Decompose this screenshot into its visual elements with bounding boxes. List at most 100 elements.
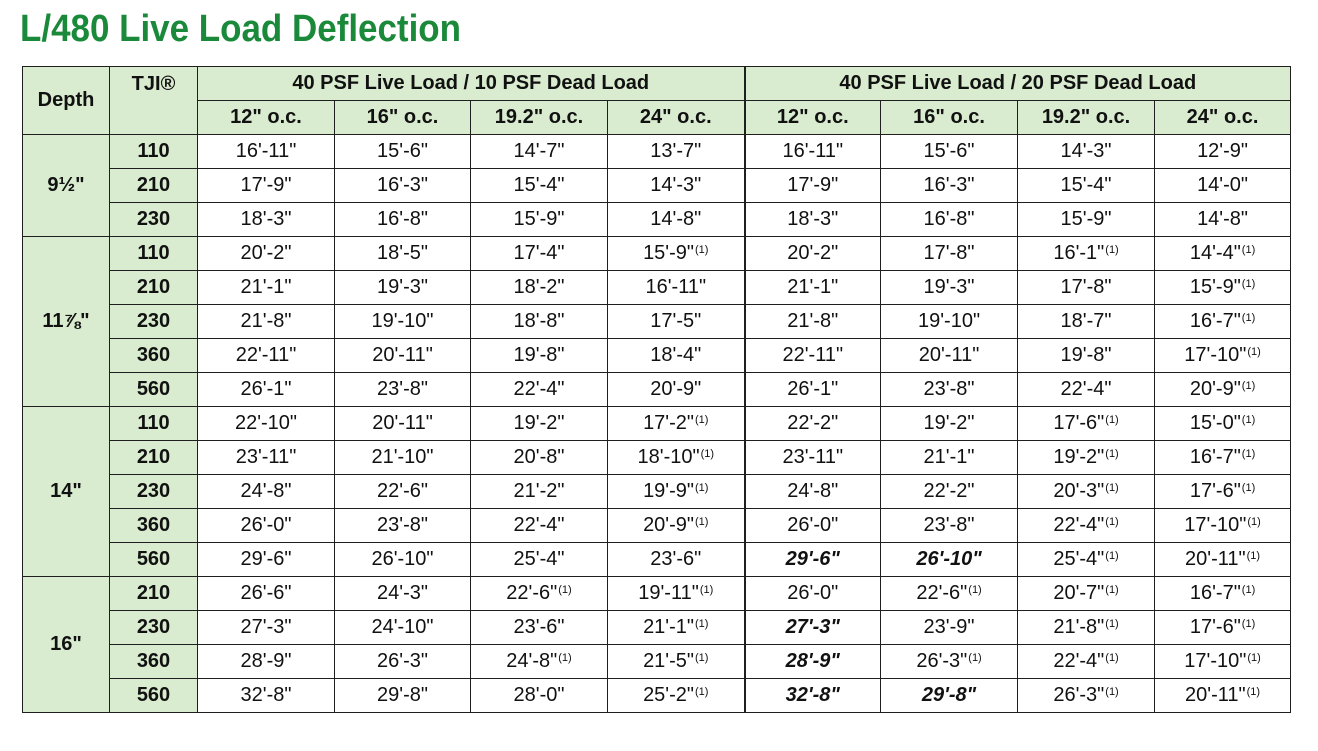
span-value: 18'-3" <box>787 208 839 230</box>
depth-cell: 11⅞" <box>22 236 110 407</box>
footnote-marker: (1) <box>1241 278 1256 290</box>
span-value-cell: 17'-10"(1) <box>1154 644 1292 679</box>
span-value-cell: 21'-8" <box>197 304 335 339</box>
span-value-cell: 20'-11"(1) <box>1154 542 1292 577</box>
span-value: 15'-9" <box>643 242 695 264</box>
footnote-marker: (1) <box>1105 516 1119 528</box>
span-value: 28'-9" <box>240 650 292 672</box>
span-value-cell: 24'-8"(1) <box>470 644 608 679</box>
tji-series-cell: 210 <box>109 270 198 305</box>
span-value-cell: 18'-3" <box>743 202 882 237</box>
span-value-cell: 19'-10" <box>880 304 1019 339</box>
depth-header: Depth <box>22 66 110 135</box>
spacing-header: 19.2" o.c. <box>1017 100 1156 135</box>
span-value-cell: 26'-1" <box>197 372 335 407</box>
span-value: 19'-2" <box>1053 446 1105 468</box>
spacing-header: 12" o.c. <box>197 100 335 135</box>
span-value: 26'-3" <box>1053 684 1105 706</box>
table-row: 560 29'-6" 26'-10" 25'-4" 23'-6" 29'-6" 26'-10… <box>23 542 1292 577</box>
span-value-cell: 19'-3" <box>880 270 1019 305</box>
span-value-cell: 21'-10" <box>334 440 471 475</box>
span-value: 21'-8" <box>1053 616 1105 638</box>
page-title: L/480 Live Load Deflection <box>20 8 461 50</box>
span-value-cell: 20'-11" <box>334 338 471 373</box>
table-body: 9½" 110 16'-11" 15'-6" 14'-7" 13'-7" 16'-11" 15… <box>22 134 1292 713</box>
span-value: 26'-0" <box>787 514 839 536</box>
span-value: 24'-3" <box>377 582 428 604</box>
span-value-cell: 26'-10" <box>880 542 1019 577</box>
span-value: 19'-10" <box>917 310 981 332</box>
span-value-cell: 24'-10" <box>334 610 471 645</box>
span-value: 15'-4" <box>1060 174 1112 196</box>
span-value-cell: 18'-5" <box>334 236 471 271</box>
table-row: 230 24'-8" 22'-6" 21'-2" 19'-9"(1) 24'-8" 22'-… <box>23 474 1292 509</box>
span-value-cell: 15'-4" <box>1017 168 1156 203</box>
span-value-cell: 14'-4"(1) <box>1154 236 1292 271</box>
span-value: 14'-7" <box>513 140 565 162</box>
span-value-cell: 29'-6" <box>197 542 335 577</box>
span-value: 14'-0" <box>1197 174 1249 196</box>
span-value-cell: 17'-4" <box>470 236 608 271</box>
span-value: 20'-11" <box>372 344 433 366</box>
span-value-cell: 20'-7"(1) <box>1017 576 1156 611</box>
table-row: 210 23'-11" 21'-10" 20'-8" 18'-10"(1) 23'-11"… <box>23 440 1292 475</box>
span-value: 20'-3" <box>1053 480 1105 502</box>
footnote-marker: (1) <box>1241 584 1256 596</box>
span-value-cell: 21'-2" <box>470 474 608 509</box>
span-value-cell: 18'-7" <box>1017 304 1156 339</box>
footnote-marker: (1) <box>558 652 572 664</box>
span-value: 29'-6" <box>785 548 840 570</box>
span-value-cell: 14'-3" <box>606 168 746 203</box>
span-value: 17'-10" <box>1184 650 1247 672</box>
span-value: 23'-11" <box>782 446 844 468</box>
span-value: 26'-0" <box>787 582 839 604</box>
span-value-cell: 17'-6"(1) <box>1017 406 1156 441</box>
span-value-cell: 26'-0" <box>743 508 882 543</box>
span-value: 20'-8" <box>513 446 565 468</box>
span-value: 24'-8" <box>240 480 292 502</box>
footnote-marker: (1) <box>1247 516 1261 528</box>
span-value-cell: 20'-8" <box>470 440 608 475</box>
span-value-cell: 19'-3" <box>334 270 471 305</box>
span-value-cell: 15'-0"(1) <box>1154 406 1292 441</box>
span-value-cell: 23'-8" <box>880 372 1019 407</box>
span-value-cell: 16'-7"(1) <box>1154 576 1292 611</box>
span-value-cell: 18'-3" <box>197 202 335 237</box>
table-row: 11⅞" 110 20'-2" 18'-5" 17'-4" 15'-9"(1) 20'-2"… <box>22 236 1292 407</box>
span-value-cell: 24'-3" <box>334 576 471 611</box>
footnote-marker: (1) <box>695 482 709 494</box>
span-value: 20'-2" <box>787 242 839 264</box>
span-value-cell: 22'-2" <box>880 474 1019 509</box>
span-value: 15'-6" <box>377 140 428 162</box>
span-value: 16'-11" <box>235 140 297 162</box>
span-value: 24'-8" <box>506 650 558 672</box>
span-value: 20'-9" <box>1189 378 1241 400</box>
span-value-cell: 15'-9"(1) <box>1154 270 1292 305</box>
span-value-cell: 18'-8" <box>470 304 608 339</box>
table-row: 9½" 110 16'-11" 15'-6" 14'-7" 13'-7" 16'-11" 15… <box>22 134 1292 237</box>
footnote-marker: (1) <box>1247 346 1261 358</box>
span-value: 19'-11" <box>638 582 699 604</box>
footnote-marker: (1) <box>695 618 709 630</box>
span-value: 19'-3" <box>377 276 428 298</box>
span-value: 22'-2" <box>923 480 975 502</box>
span-value: 18'-3" <box>240 208 292 230</box>
span-value-cell: 17'-5" <box>606 304 746 339</box>
tji-series-cell: 210 <box>109 576 198 611</box>
span-value-cell: 14'-0" <box>1154 168 1292 203</box>
tji-series-cell: 210 <box>109 168 198 203</box>
span-value-cell: 26'-0" <box>743 576 882 611</box>
span-value-cell: 25'-4"(1) <box>1017 542 1156 577</box>
footnote-marker: (1) <box>1241 448 1256 460</box>
span-value: 21'-2" <box>513 480 565 502</box>
span-value-cell: 16'-3" <box>880 168 1019 203</box>
span-value: 22'-4" <box>1053 514 1105 536</box>
span-value: 26'-1" <box>240 378 292 400</box>
span-value: 23'-8" <box>923 514 975 536</box>
span-value-cell: 29'-6" <box>743 542 882 577</box>
table-row: 230 27'-3" 24'-10" 23'-6" 21'-1"(1) 27'-3" 23'… <box>23 610 1292 645</box>
span-value: 27'-3" <box>240 616 292 638</box>
span-value: 16'-1" <box>1053 242 1105 264</box>
span-value-cell: 20'-3"(1) <box>1017 474 1156 509</box>
span-value: 21'-5" <box>643 650 695 672</box>
